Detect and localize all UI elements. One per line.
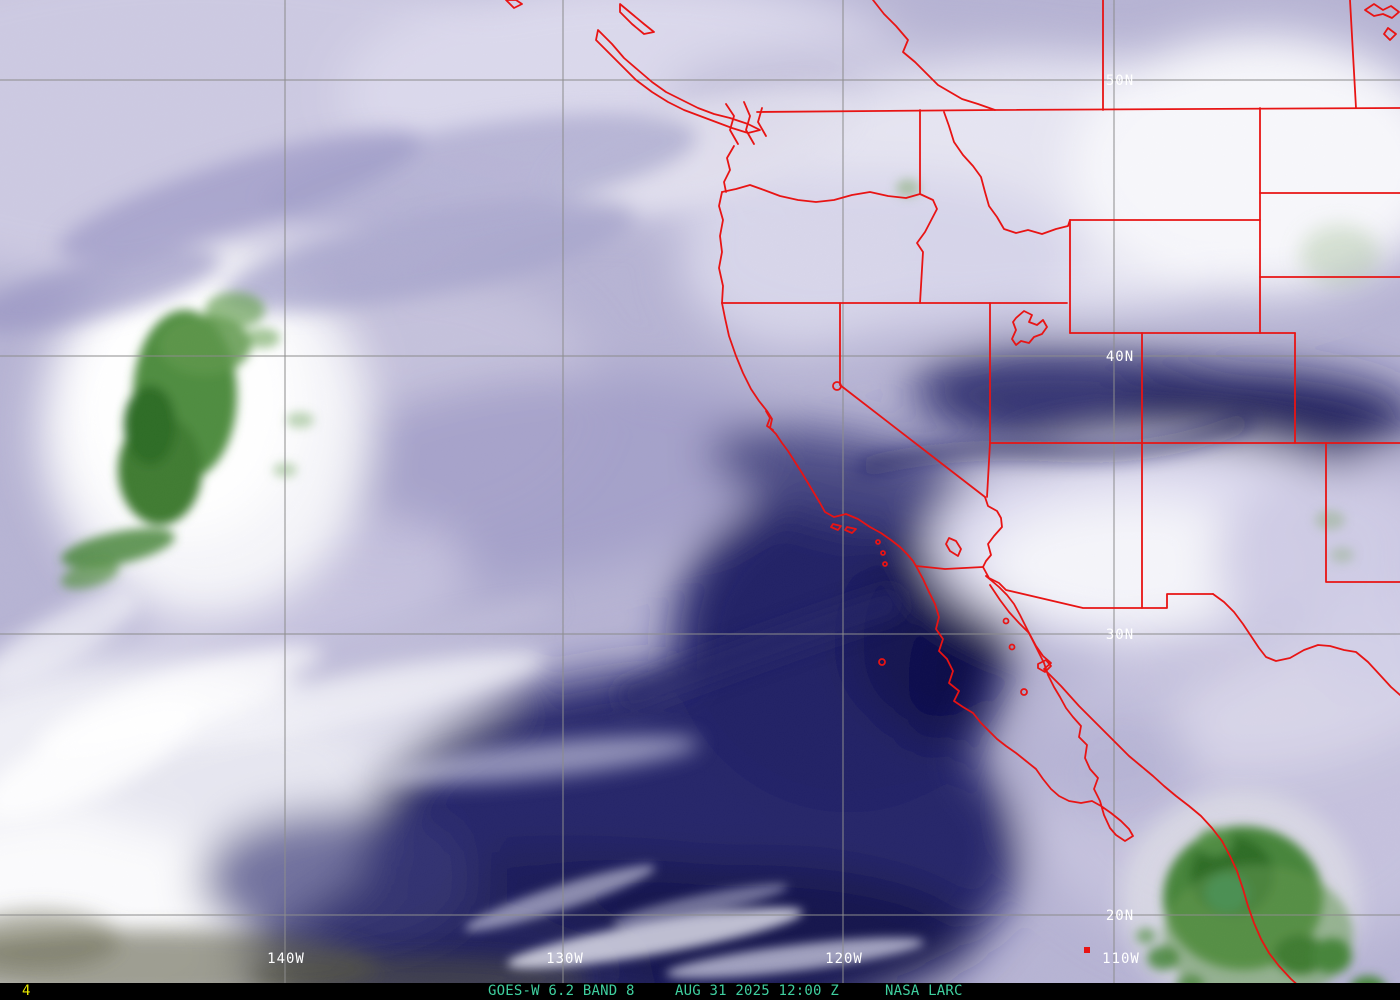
lon-label-130w: 130W [546, 951, 584, 967]
ca-nv-border [839, 302, 986, 498]
great-salt-lake [1011, 310, 1048, 346]
lake-tahoe [832, 381, 842, 391]
snake-river-or-id-border [916, 193, 938, 304]
gulf-island-3 [1020, 688, 1028, 696]
lon-label-110w: 110W [1102, 951, 1140, 967]
lat-label-20n: 20N [1106, 908, 1134, 924]
salton-sea [945, 537, 962, 557]
puget-sound-inlets [725, 101, 767, 145]
datetime-label: AUG 31 2025 12:00 Z [675, 983, 839, 999]
lat-label-30n: 30N [1106, 627, 1134, 643]
id-mt-border [943, 111, 1071, 235]
colorado-river-ca-az [982, 496, 1003, 568]
satellite-band-label: GOES-W 6.2 BAND 8 [488, 983, 635, 999]
channel-islands [830, 523, 857, 534]
us-mexico-border-west [915, 565, 984, 570]
graticule-labels: 50N 40N 30N 20N 140W 130W 120W 110W [267, 73, 1140, 967]
sonora-sinaloa-coast [989, 584, 1297, 983]
lon-label-140w: 140W [267, 951, 305, 967]
island-guadalupe [878, 658, 886, 666]
tiburon-island [1037, 659, 1052, 673]
annotation-bar: 4 GOES-W 6.2 BAND 8 AUG 31 2025 12:00 Z … [0, 983, 1400, 1000]
canadian-lakes [1364, 3, 1400, 41]
sf-bay [765, 410, 774, 431]
map-borders [505, 0, 1400, 983]
lat-label-50n: 50N [1106, 73, 1134, 89]
island-santa-catalina [875, 539, 881, 545]
nm-tx-border [1325, 442, 1400, 583]
lon-label-120w: 120W [825, 951, 863, 967]
lat-label-40n: 40N [1106, 349, 1134, 365]
california-coast [721, 302, 917, 567]
oregon-coast [718, 191, 724, 304]
vancouver-island [595, 29, 761, 134]
frame-number: 4 [22, 983, 31, 999]
rio-grande-border [1212, 593, 1400, 696]
us-canada-border [756, 107, 1400, 113]
gulf-island-2 [1008, 643, 1016, 651]
sk-mb-border [1349, 0, 1357, 109]
columbia-river-wa-or-border [721, 184, 921, 203]
island-san-clemente [880, 550, 886, 556]
nv-az-corner [986, 442, 991, 498]
bc-coastline [872, 0, 996, 111]
washington-coast [723, 145, 735, 193]
gulf-island-1 [1002, 617, 1010, 625]
island-dot [882, 561, 888, 567]
credit-label: NASA LARC [885, 983, 963, 999]
red-marker-dot [1084, 947, 1090, 953]
bc-islands [505, 0, 655, 35]
